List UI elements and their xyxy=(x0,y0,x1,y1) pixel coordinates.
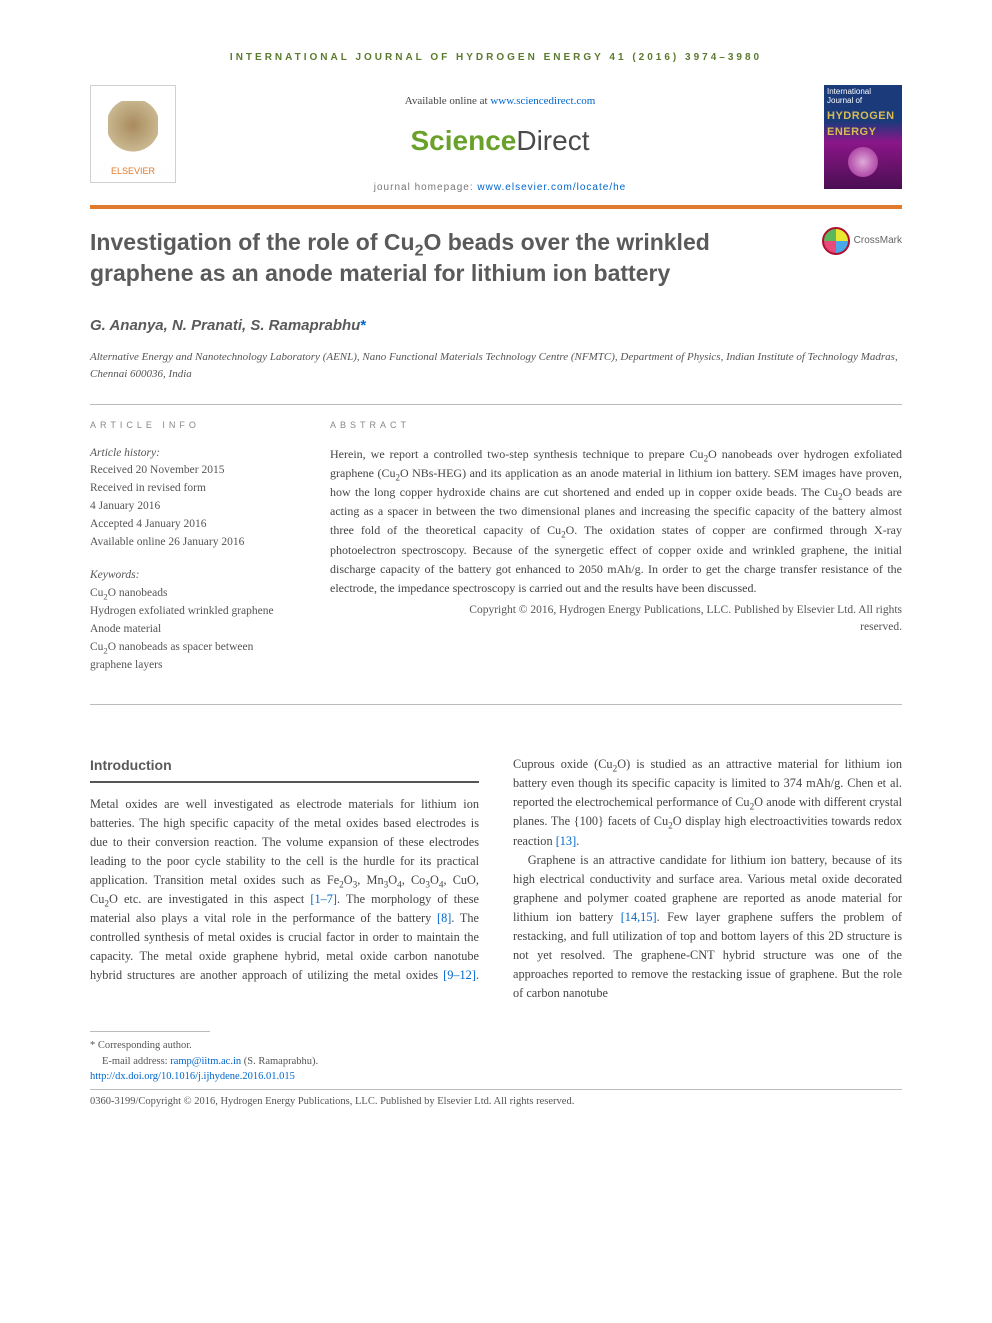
email-link[interactable]: ramp@iitm.ac.in xyxy=(170,1056,241,1067)
citation-link[interactable]: [14,15] xyxy=(621,910,657,924)
footnotes: * Corresponding author. E-mail address: … xyxy=(90,1038,902,1110)
sciencedirect-logo[interactable]: ScienceDirect xyxy=(196,120,804,162)
sciencedirect-link[interactable]: www.sciencedirect.com xyxy=(490,95,595,107)
abstract-copyright: Copyright © 2016, Hydrogen Energy Public… xyxy=(330,602,902,637)
cover-graphic-icon xyxy=(848,147,878,177)
corresponding-star-icon: * xyxy=(360,317,366,334)
corresponding-author-note: * Corresponding author. xyxy=(90,1038,902,1054)
article-body: Introduction Metal oxides are well inves… xyxy=(90,755,902,1003)
abstract-text: Herein, we report a controlled two-step … xyxy=(330,445,902,599)
footnote-rule xyxy=(90,1031,210,1032)
header-block: ELSEVIER Available online at www.science… xyxy=(90,85,902,195)
citation-link[interactable]: [13] xyxy=(556,834,577,848)
journal-homepage-link[interactable]: www.elsevier.com/locate/he xyxy=(477,182,626,193)
section-heading-introduction: Introduction xyxy=(90,755,479,777)
journal-cover-thumbnail[interactable]: International Journal of HYDROGEN ENERGY xyxy=(824,85,902,189)
rule xyxy=(90,704,902,705)
citation-link[interactable]: [8] xyxy=(437,911,451,925)
crossmark-badge[interactable]: CrossMark xyxy=(822,227,902,255)
article-title: Investigation of the role of Cu2O beads … xyxy=(90,227,822,289)
divider-bar xyxy=(90,205,902,209)
journal-homepage-text: journal homepage: www.elsevier.com/locat… xyxy=(196,180,804,195)
author-list: G. Ananya, N. Pranati, S. Ramaprabhu* xyxy=(90,315,902,338)
affiliation: Alternative Energy and Nanotechnology La… xyxy=(90,349,902,382)
citation-link[interactable]: [9–12] xyxy=(443,968,476,982)
copyright-footer: 0360-3199/Copyright © 2016, Hydrogen Ene… xyxy=(90,1089,902,1110)
abstract-heading: ABSTRACT xyxy=(330,419,902,433)
crossmark-icon xyxy=(822,227,850,255)
elsevier-label: ELSEVIER xyxy=(111,165,155,179)
article-info-heading: ARTICLE INFO xyxy=(90,419,290,433)
intro-paragraph-2: Graphene is an attractive candidate for … xyxy=(513,851,902,1003)
elsevier-logo[interactable]: ELSEVIER xyxy=(90,85,176,183)
article-history: Article history: Received 20 November 20… xyxy=(90,445,290,552)
doi-link[interactable]: http://dx.doi.org/10.1016/j.ijhydene.201… xyxy=(90,1071,295,1082)
keywords-block: Keywords: Cu2O nanobeads Hydrogen exfoli… xyxy=(90,567,290,674)
available-online-text: Available online at www.sciencedirect.co… xyxy=(196,93,804,110)
elsevier-tree-icon xyxy=(108,101,158,161)
rule xyxy=(90,404,902,405)
citation-link[interactable]: [1–7] xyxy=(310,892,337,906)
journal-running-head: INTERNATIONAL JOURNAL OF HYDROGEN ENERGY… xyxy=(90,50,902,65)
